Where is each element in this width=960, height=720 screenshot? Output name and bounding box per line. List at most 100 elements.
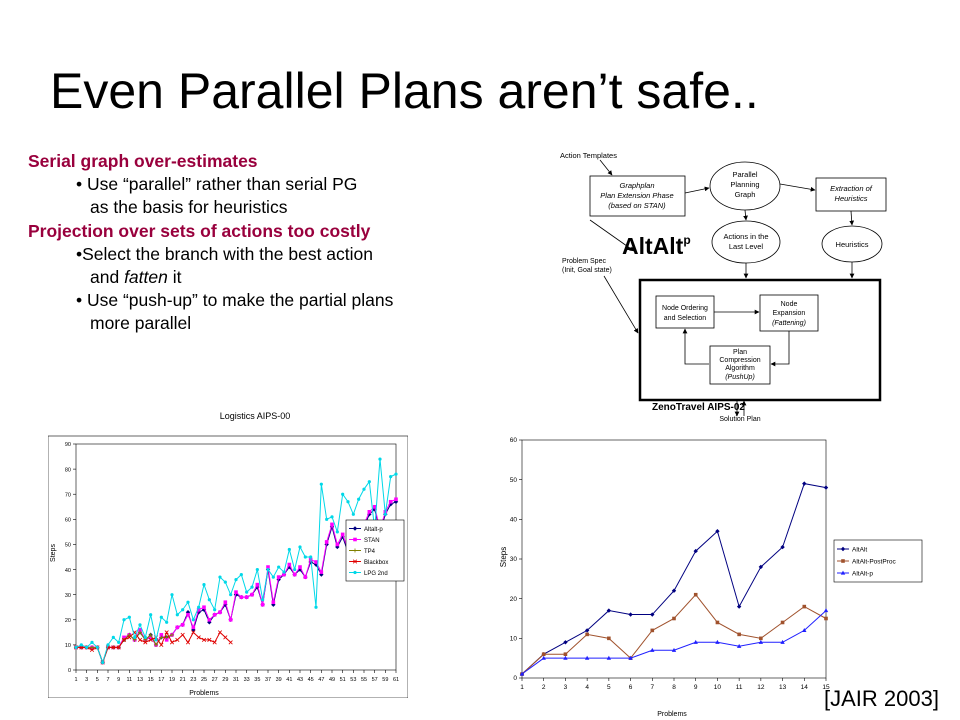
- heading-serial-graph: Serial graph over-estimates: [28, 151, 258, 171]
- bullet-use-parallel: • Use “parallel” rather than serial PG: [76, 174, 358, 195]
- node-expansion-line2: Expansion: [773, 310, 806, 317]
- x-tick-label: 5: [96, 677, 99, 683]
- arrow-compression-ordering: [682, 328, 709, 365]
- y-tick-label: 40: [510, 517, 518, 524]
- x-tick-label: 53: [350, 677, 356, 683]
- data-point: [824, 616, 828, 621]
- data-point: [780, 620, 785, 625]
- data-point: [802, 481, 807, 486]
- bullet-select-branch: •Select the branch with the best action: [76, 243, 373, 264]
- data-point: [138, 628, 142, 632]
- data-point: [584, 655, 590, 660]
- x-tick-label: 11: [126, 677, 132, 683]
- y-tick-label: 10: [65, 643, 71, 649]
- data-point: [90, 640, 94, 644]
- data-point: [213, 608, 217, 612]
- data-point: [737, 632, 741, 637]
- node-ordering-line1: Node Ordering: [662, 305, 708, 312]
- legend-marker: [353, 548, 357, 553]
- text-and: and: [90, 267, 125, 288]
- x-tick-label: 3: [85, 677, 88, 683]
- chart1-title: Logistics AIPS-00: [220, 411, 291, 421]
- data-point: [298, 565, 302, 569]
- data-point: [340, 532, 345, 537]
- box-plan-compression: [709, 345, 771, 385]
- bullet-push-up-cont: more parallel: [90, 313, 192, 334]
- data-point: [127, 632, 132, 637]
- x-tick-label: 21: [180, 677, 186, 683]
- y-tick-label: 20: [510, 596, 518, 603]
- data-point: [519, 671, 525, 676]
- data-point: [266, 565, 270, 569]
- data-point: [159, 635, 164, 640]
- x-tick-label: 12: [757, 684, 765, 691]
- x-tick-label: 31: [233, 677, 239, 683]
- x-tick-label: 11: [736, 684, 743, 691]
- data-point: [693, 639, 698, 644]
- y-tick-label: 20: [65, 618, 71, 624]
- data-point: [271, 600, 276, 604]
- data-point: [89, 647, 95, 652]
- x-tick-label: 19: [169, 677, 175, 683]
- data-point: [245, 590, 249, 594]
- y-tick-label: 0: [513, 675, 517, 682]
- data-point: [351, 512, 355, 516]
- data-point: [383, 512, 387, 516]
- graphplan-line3: (based on STAN): [608, 201, 666, 210]
- data-point: [314, 560, 318, 564]
- data-point: [277, 565, 281, 569]
- x-tick-label: 9: [694, 684, 698, 691]
- data-point: [563, 652, 568, 656]
- text-it: it: [167, 267, 182, 288]
- data-point: [148, 637, 153, 642]
- legend-label: AltAlt-p: [852, 570, 873, 577]
- data-point: [541, 655, 546, 660]
- altalt-sup: p: [683, 233, 690, 247]
- arrow-templates-graphplan: [599, 159, 613, 176]
- y-tick-label: 50: [65, 543, 71, 549]
- data-point: [671, 647, 677, 652]
- bullet-push-up: • Use “push-up” to make the partial plan…: [76, 290, 394, 311]
- heuristics-label: Heuristics: [836, 240, 869, 249]
- x-tick-label: 17: [158, 677, 164, 683]
- data-point: [186, 600, 190, 604]
- y-tick-label: 70: [65, 492, 71, 498]
- data-point: [672, 616, 676, 621]
- data-point: [606, 655, 612, 660]
- chart1-legend: Altalt-p STAN TP4 Blackbox LPG 2nd: [345, 519, 405, 582]
- x-tick-label: 47: [318, 677, 324, 683]
- x-tick-label: 43: [297, 677, 303, 683]
- data-point: [362, 487, 366, 491]
- graphplan-line1: Graphplan: [619, 181, 654, 190]
- x-tick-label: 35: [254, 677, 260, 683]
- data-point: [736, 604, 742, 609]
- data-point: [218, 610, 222, 615]
- x-tick-label: 5: [607, 684, 611, 691]
- ppg-line2: Planning: [730, 180, 759, 189]
- data-point: [207, 598, 211, 602]
- data-point: [628, 612, 633, 617]
- data-point: [186, 612, 190, 617]
- data-point: [170, 593, 174, 597]
- x-tick-label: 37: [265, 677, 271, 683]
- data-point: [116, 645, 121, 650]
- legend-label: Altalt-p: [364, 527, 383, 533]
- x-tick-label: 59: [382, 677, 388, 683]
- chart1-xlabel: Problems: [189, 690, 219, 697]
- data-point: [282, 570, 286, 574]
- legend-marker: [841, 559, 845, 563]
- data-point: [169, 640, 175, 645]
- box-node-ordering: [655, 295, 715, 329]
- extraction-line1: Extraction of: [830, 184, 873, 193]
- y-tick-label: 10: [510, 636, 518, 643]
- data-point: [802, 604, 807, 609]
- chart1-series: [73, 457, 399, 665]
- y-tick-label: 60: [65, 518, 71, 524]
- slide-title: Even Parallel Plans aren’t safe..: [50, 63, 759, 119]
- extraction-line2: Heuristics: [835, 194, 868, 203]
- data-point: [143, 640, 148, 645]
- data-point: [541, 652, 546, 656]
- data-point: [149, 613, 153, 617]
